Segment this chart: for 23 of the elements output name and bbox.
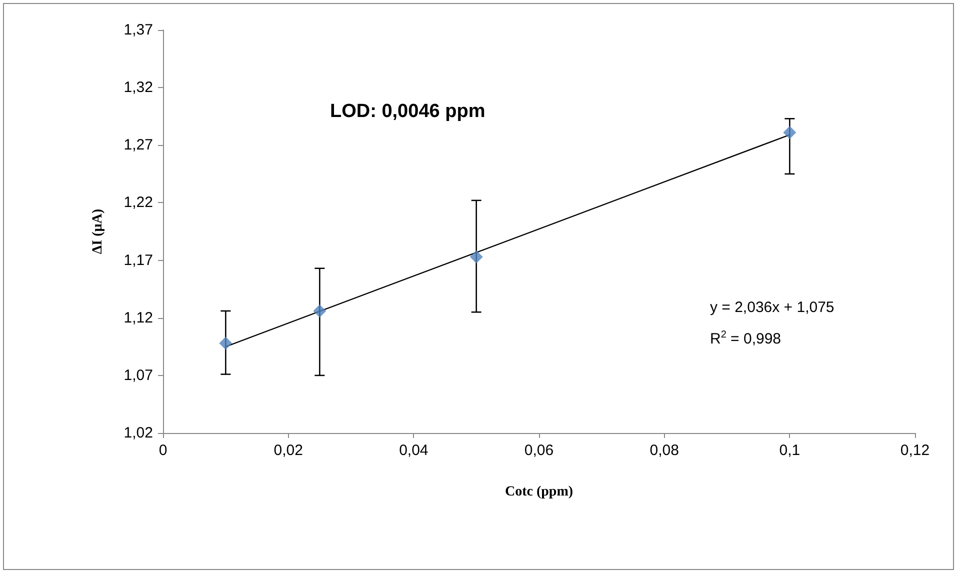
x-tick-label: 0 [158, 442, 168, 459]
y-axis-title: ΔI (µA) [90, 208, 106, 254]
point [219, 336, 232, 350]
x-axis-title: Cotc (ppm) [504, 484, 574, 500]
annotation: y = 2,036x + 1,075 [710, 299, 834, 316]
y-tick-label: 1,02 [124, 424, 153, 442]
x-tick-label: 0,06 [524, 442, 554, 459]
point [470, 250, 483, 264]
y-tick-label: 1,32 [124, 79, 153, 96]
y-tick-label: 1,17 [124, 252, 153, 269]
x-tick-label: 0,1 [779, 442, 800, 459]
x-tick-label: 0,12 [900, 442, 930, 459]
y-tick-label: 1,27 [124, 136, 153, 154]
y-tick-label: 1,37 [124, 22, 153, 38]
point [313, 304, 326, 318]
point [783, 126, 796, 139]
annotation: LOD: 0,0046 ppm [330, 101, 486, 122]
y-tick-label: 1,22 [124, 194, 153, 212]
x-tick-label: 0,02 [274, 442, 303, 459]
x-tick-label: 0,08 [650, 442, 679, 459]
y-tick-label: 1,12 [124, 309, 153, 326]
y-tick-label: 1,07 [124, 366, 153, 384]
x-tick-label: 0,04 [399, 442, 428, 459]
